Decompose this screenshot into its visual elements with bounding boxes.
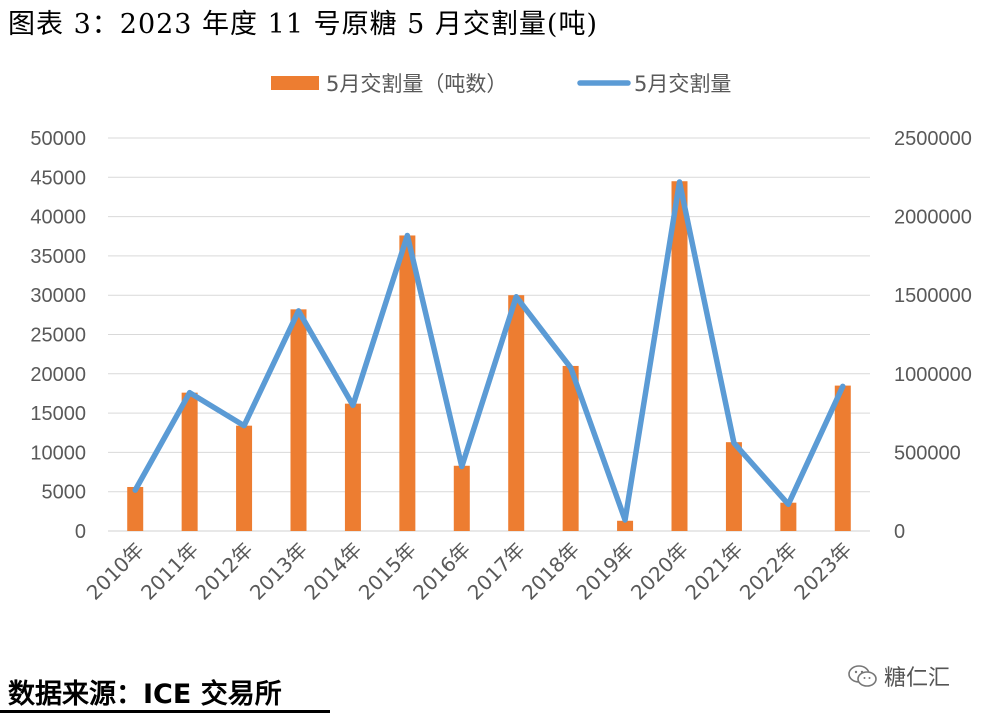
x-tick-label: 2013年 xyxy=(245,538,312,605)
left-tick-label: 20000 xyxy=(30,364,86,386)
line-point xyxy=(731,440,737,446)
right-axis: 0 500000 1000000 1500000 2000000 2500000 xyxy=(894,128,972,543)
bar xyxy=(453,465,470,531)
x-tick-label: 2012年 xyxy=(190,538,257,605)
x-tick-label: 2021年 xyxy=(680,538,747,605)
bar xyxy=(562,365,579,531)
bar xyxy=(344,403,361,531)
x-tick-label: 2011年 xyxy=(136,538,203,605)
right-tick-label: 2000000 xyxy=(894,207,972,229)
x-tick-label: 2014年 xyxy=(299,538,366,605)
legend-swatch-bar xyxy=(271,76,319,90)
right-tick-label: 0 xyxy=(894,521,905,543)
x-tick-label: 2017年 xyxy=(463,538,530,605)
legend-label-bar: 5月交割量（吨数） xyxy=(326,72,507,96)
bar xyxy=(290,309,307,531)
line-point xyxy=(677,179,682,185)
x-tick-label: 2015年 xyxy=(354,538,421,605)
bar xyxy=(617,520,634,531)
bar xyxy=(508,295,525,531)
x-tick-label: 2010年 xyxy=(82,538,149,605)
line-point xyxy=(241,423,247,429)
x-tick-label: 2016年 xyxy=(408,538,475,605)
x-tick-label: 2020年 xyxy=(626,538,693,605)
bar xyxy=(834,385,851,531)
watermark: 糖仁汇 xyxy=(848,660,950,692)
left-tick-label: 10000 xyxy=(30,442,86,464)
left-tick-label: 0 xyxy=(75,521,86,543)
line-point xyxy=(132,487,138,493)
watermark-text: 糖仁汇 xyxy=(884,666,951,691)
right-tick-label: 1500000 xyxy=(894,285,972,307)
right-tick-label: 1000000 xyxy=(894,364,972,386)
right-tick-label: 500000 xyxy=(894,442,961,464)
bar-series xyxy=(127,181,851,532)
bar xyxy=(236,425,253,531)
bar xyxy=(127,486,144,531)
line-point xyxy=(404,232,410,238)
legend: 5月交割量（吨数） 5月交割量 xyxy=(271,72,731,96)
line-point xyxy=(187,390,193,396)
left-tick-label: 50000 xyxy=(30,128,86,150)
x-tick-label: 2023年 xyxy=(789,538,856,605)
line-point xyxy=(513,294,519,300)
left-tick-label: 25000 xyxy=(30,325,86,347)
figure-title: 图表 3：2023 年度 11 号原糖 5 月交割量(吨) xyxy=(8,9,598,40)
line-point xyxy=(568,365,574,371)
bar xyxy=(181,392,198,531)
line-series xyxy=(132,179,846,523)
legend-label-line: 5月交割量 xyxy=(634,72,731,96)
left-tick-label: 45000 xyxy=(30,167,86,189)
x-axis: 2010年2011年2012年2013年2014年2015年2016年2017年… xyxy=(82,538,857,605)
x-tick-label: 2022年 xyxy=(735,538,802,605)
line-path xyxy=(132,179,846,523)
x-tick-label: 2019年 xyxy=(571,538,638,605)
chart: 0 5000 10000 15000 20000 25000 30000 35000 40000… xyxy=(30,72,972,605)
left-tick-label: 30000 xyxy=(30,285,86,307)
right-tick-label: 2500000 xyxy=(894,128,972,150)
left-axis: 0 5000 10000 15000 20000 25000 30000 35000 40000… xyxy=(30,128,86,543)
bar xyxy=(671,181,688,532)
line-point xyxy=(296,308,301,314)
left-tick-label: 40000 xyxy=(30,207,86,229)
source-underline xyxy=(0,710,330,713)
line-point xyxy=(350,402,356,408)
gridlines xyxy=(108,137,870,532)
bar xyxy=(780,502,797,531)
bar xyxy=(399,235,416,532)
wechat-icon xyxy=(848,665,877,687)
left-tick-label: 35000 xyxy=(30,246,86,268)
line-point xyxy=(785,501,791,507)
left-tick-label: 5000 xyxy=(42,482,87,504)
left-tick-label: 15000 xyxy=(30,403,86,425)
x-tick-label: 2018年 xyxy=(517,538,584,605)
line-point xyxy=(459,464,465,470)
source-note: 数据来源：ICE 交易所 xyxy=(8,679,282,710)
line-point xyxy=(840,383,846,389)
bar xyxy=(725,442,742,531)
line-point xyxy=(622,517,628,523)
